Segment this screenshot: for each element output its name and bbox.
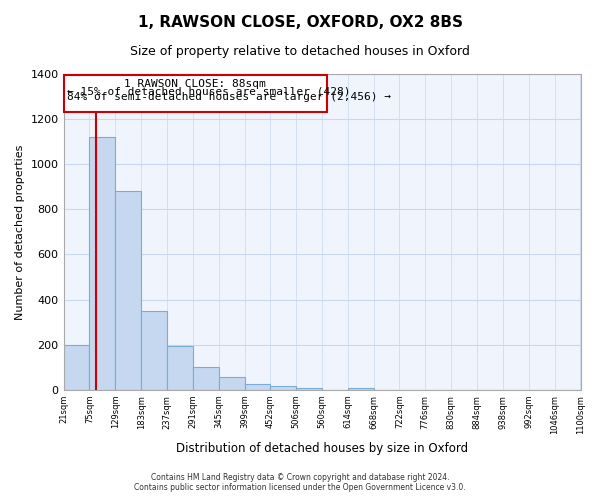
- Bar: [219, 378, 245, 390]
- Bar: [141, 311, 167, 390]
- Bar: [89, 137, 115, 390]
- Bar: [193, 367, 219, 390]
- FancyBboxPatch shape: [64, 75, 326, 112]
- Text: Size of property relative to detached houses in Oxford: Size of property relative to detached ho…: [130, 45, 470, 58]
- Text: 1, RAWSON CLOSE, OXFORD, OX2 8BS: 1, RAWSON CLOSE, OXFORD, OX2 8BS: [137, 15, 463, 30]
- Bar: [64, 344, 89, 390]
- X-axis label: Distribution of detached houses by size in Oxford: Distribution of detached houses by size …: [176, 442, 468, 455]
- Bar: [115, 192, 141, 390]
- Y-axis label: Number of detached properties: Number of detached properties: [15, 144, 25, 320]
- Text: ← 15% of detached houses are smaller (428): ← 15% of detached houses are smaller (42…: [67, 86, 351, 97]
- Bar: [347, 388, 374, 390]
- Bar: [296, 388, 322, 390]
- Text: 1 RAWSON CLOSE: 88sqm: 1 RAWSON CLOSE: 88sqm: [124, 79, 266, 89]
- Bar: [167, 346, 193, 390]
- Text: Contains HM Land Registry data © Crown copyright and database right 2024.
Contai: Contains HM Land Registry data © Crown c…: [134, 473, 466, 492]
- Bar: [245, 384, 270, 390]
- Bar: [270, 386, 296, 390]
- Text: 84% of semi-detached houses are larger (2,456) →: 84% of semi-detached houses are larger (…: [67, 92, 391, 102]
